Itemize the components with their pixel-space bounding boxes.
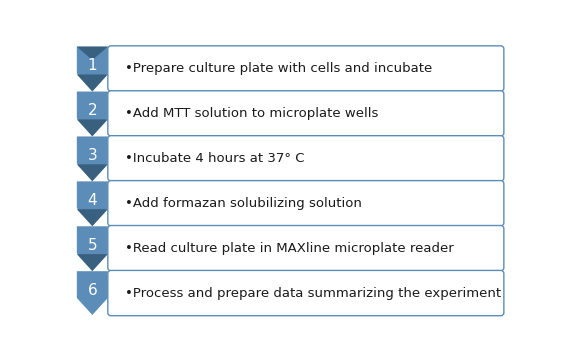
Polygon shape — [77, 164, 108, 182]
Polygon shape — [77, 226, 108, 270]
FancyBboxPatch shape — [108, 180, 504, 226]
Text: •Prepare culture plate with cells and incubate: •Prepare culture plate with cells and in… — [125, 62, 432, 75]
Polygon shape — [77, 209, 108, 226]
Text: •Incubate 4 hours at 37° C: •Incubate 4 hours at 37° C — [125, 152, 305, 165]
Text: •Read culture plate in MAXline microplate reader: •Read culture plate in MAXline microplat… — [125, 242, 454, 255]
Text: 3: 3 — [88, 148, 97, 163]
FancyBboxPatch shape — [108, 270, 504, 316]
Polygon shape — [77, 182, 108, 225]
Text: •Process and prepare data summarizing the experiment: •Process and prepare data summarizing th… — [125, 287, 501, 300]
FancyBboxPatch shape — [108, 91, 504, 136]
Text: •Add formazan solubilizing solution: •Add formazan solubilizing solution — [125, 197, 362, 210]
FancyBboxPatch shape — [108, 46, 504, 91]
Text: 5: 5 — [88, 238, 97, 253]
Polygon shape — [77, 119, 108, 136]
Polygon shape — [77, 271, 108, 315]
Polygon shape — [77, 47, 108, 90]
FancyBboxPatch shape — [108, 136, 504, 181]
Text: •Add MTT solution to microplate wells: •Add MTT solution to microplate wells — [125, 107, 378, 120]
Text: 6: 6 — [88, 283, 97, 298]
FancyBboxPatch shape — [108, 226, 504, 271]
Text: 2: 2 — [88, 103, 97, 118]
Text: 4: 4 — [88, 193, 97, 208]
Polygon shape — [77, 136, 108, 180]
Text: 1: 1 — [88, 58, 97, 73]
Polygon shape — [77, 74, 108, 92]
Polygon shape — [77, 92, 108, 135]
Polygon shape — [77, 47, 108, 60]
Polygon shape — [77, 254, 108, 271]
